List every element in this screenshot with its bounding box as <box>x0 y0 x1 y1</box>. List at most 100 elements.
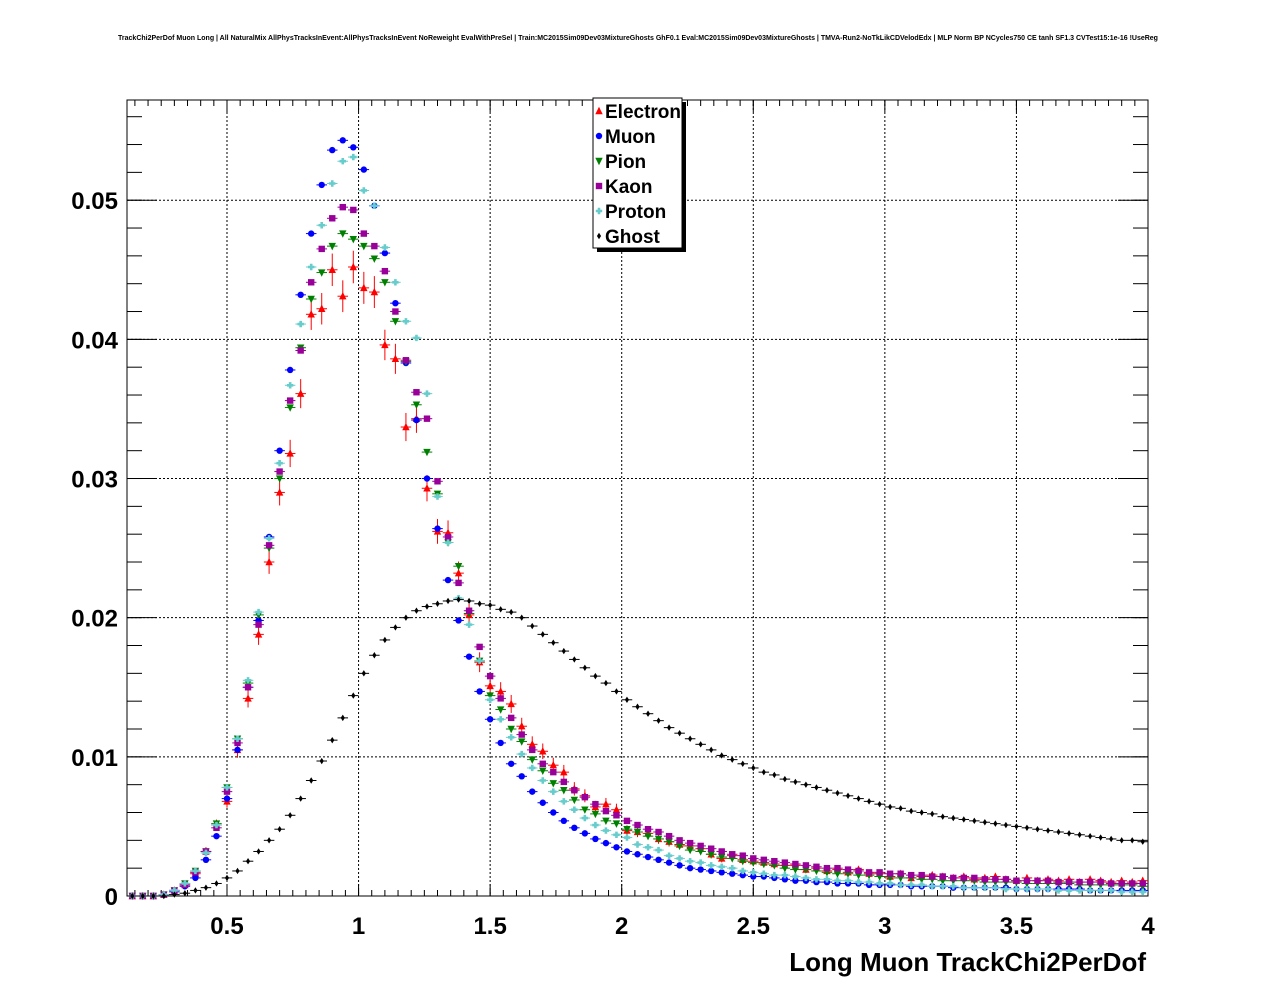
data-point <box>339 292 347 300</box>
data-point <box>1086 887 1094 894</box>
data-point <box>1086 878 1094 886</box>
data-point <box>286 397 294 404</box>
data-point <box>992 884 999 891</box>
data-point <box>455 579 462 587</box>
data-point <box>413 416 420 424</box>
data-point <box>245 858 251 865</box>
data-point <box>791 866 800 874</box>
data-point <box>560 767 568 776</box>
data-point <box>476 688 483 695</box>
series-kaon <box>127 203 1148 900</box>
data-point <box>750 869 757 876</box>
data-point <box>519 614 524 621</box>
data-point <box>1044 877 1052 884</box>
data-point <box>739 867 746 875</box>
chart-title: TrackChi2PerDof Muon Long | All NaturalM… <box>118 35 1158 42</box>
data-point <box>486 696 494 703</box>
data-point <box>477 600 482 607</box>
data-point <box>423 415 431 422</box>
data-point <box>192 874 199 882</box>
data-point <box>1065 878 1073 886</box>
data-point <box>771 871 778 879</box>
data-point <box>888 803 893 811</box>
data-point <box>1107 880 1115 887</box>
data-point <box>486 692 494 700</box>
data-point <box>329 215 336 222</box>
legend-marker-muon <box>595 132 603 140</box>
data-point <box>393 624 398 631</box>
data-point <box>182 890 187 897</box>
data-point <box>265 542 273 549</box>
data-point <box>360 283 368 292</box>
data-point <box>677 729 682 737</box>
data-point <box>602 839 610 847</box>
data-point <box>572 656 577 663</box>
data-point <box>581 830 589 837</box>
data-point <box>665 838 673 846</box>
y-tick-label: 0.01 <box>71 745 118 772</box>
data-point <box>909 807 914 815</box>
data-point <box>454 568 463 577</box>
data-point <box>298 795 303 802</box>
data-point <box>1098 834 1103 841</box>
data-point <box>718 869 725 876</box>
data-point <box>1130 837 1135 844</box>
data-point <box>972 817 977 825</box>
x-axis-label: Long Muon TrackChi2PerDof <box>789 947 1146 977</box>
data-point <box>644 853 652 861</box>
data-point <box>403 614 409 621</box>
data-point <box>929 873 936 880</box>
data-point <box>592 800 599 808</box>
data-point <box>739 852 746 859</box>
data-point <box>644 832 652 841</box>
data-point <box>382 636 387 644</box>
data-point <box>1129 888 1136 896</box>
data-point <box>960 884 967 891</box>
data-point <box>686 858 694 865</box>
y-tick-label: 0.02 <box>71 606 118 633</box>
data-point <box>1035 826 1040 833</box>
data-point <box>729 864 736 872</box>
data-point <box>1056 828 1061 836</box>
data-point <box>1107 887 1115 894</box>
data-point <box>1140 838 1145 845</box>
data-point <box>614 688 619 695</box>
y-tick-label: 0 <box>105 884 118 911</box>
data-point <box>551 639 556 646</box>
data-point <box>918 881 925 889</box>
data-point <box>496 706 505 714</box>
data-point <box>381 267 389 275</box>
data-point <box>391 318 400 326</box>
data-point <box>877 800 882 808</box>
data-point <box>308 263 315 271</box>
data-point <box>961 816 966 823</box>
data-point <box>782 775 787 783</box>
data-point <box>507 760 515 767</box>
data-point <box>244 684 252 691</box>
data-point <box>1139 880 1146 887</box>
x-tick-label: 2 <box>615 913 628 940</box>
data-point <box>318 304 326 312</box>
data-point <box>1109 835 1114 843</box>
data-point <box>697 866 704 873</box>
data-point <box>413 334 420 342</box>
data-point <box>193 887 198 894</box>
data-point <box>539 767 547 775</box>
data-point <box>223 784 231 791</box>
legend-marker-proton <box>595 207 603 215</box>
x-tick-label: 0.5 <box>210 913 243 940</box>
data-point <box>886 880 894 887</box>
data-point <box>930 810 935 818</box>
data-point <box>907 871 915 879</box>
data-point <box>467 597 472 605</box>
data-point <box>192 867 199 875</box>
data-point <box>676 855 683 862</box>
data-point <box>539 747 547 755</box>
data-point <box>612 805 621 813</box>
data-point <box>560 787 568 795</box>
data-point <box>676 837 683 844</box>
data-point <box>581 814 589 822</box>
data-point <box>549 760 557 769</box>
data-point <box>381 244 389 251</box>
data-point <box>793 778 798 786</box>
